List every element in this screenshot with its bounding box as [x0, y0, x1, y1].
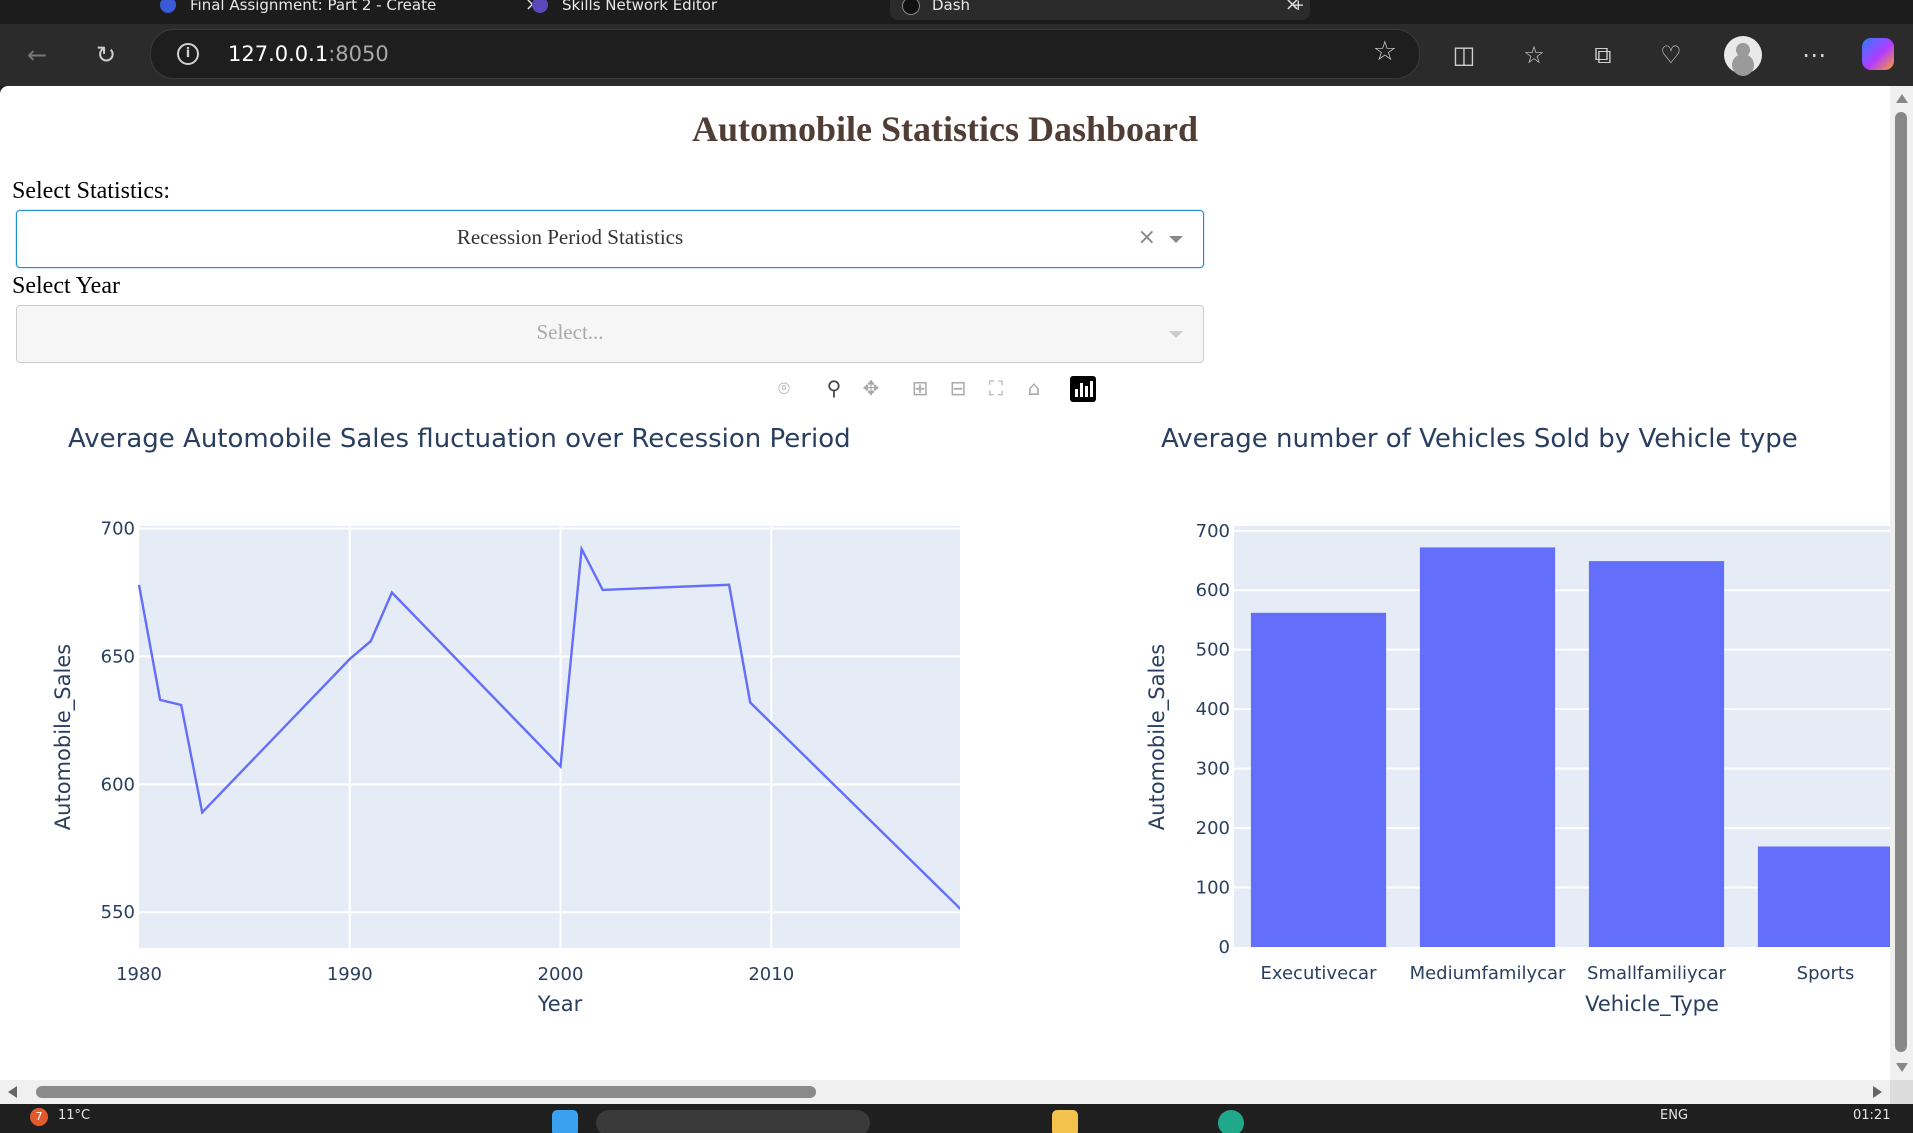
refresh-icon[interactable]: ↻: [95, 41, 117, 69]
taskbar: 7 11°C ENG 01:21: [0, 1104, 1913, 1133]
x-tick-label: 1990: [327, 964, 373, 985]
tab-strip: Final Assignment: Part 2 - Create × Skil…: [0, 0, 1913, 24]
x-tick-label: Smallfamiliycar: [1587, 963, 1726, 984]
y-axis-title: Automobile_Sales: [1145, 644, 1170, 830]
scrollbar-corner: [1890, 1080, 1913, 1104]
copilot-icon[interactable]: [1862, 38, 1894, 70]
zoom-in-icon[interactable]: ⊞: [911, 376, 929, 400]
browser-toolbar: ← ↻ i 127.0.0.1:8050 ☆ ◫ ☆ ⧉ ♡ ⋯: [0, 24, 1913, 86]
y-tick-label: 500: [1196, 640, 1230, 661]
tab-favicon-icon: [532, 0, 548, 13]
close-icon[interactable]: ×: [1284, 0, 1300, 15]
scroll-thumb[interactable]: [36, 1086, 816, 1098]
address-bar[interactable]: i 127.0.0.1:8050 ☆: [150, 29, 1420, 79]
weather-icon[interactable]: 7: [30, 1108, 48, 1126]
new-tab-button[interactable]: +: [1292, 0, 1305, 14]
favorites-icon[interactable]: ☆: [1523, 41, 1545, 69]
scroll-right-icon[interactable]: [1873, 1086, 1882, 1098]
y-tick-label: 0: [1219, 937, 1230, 958]
tab-assignment[interactable]: Final Assignment: Part 2 - Create ×: [148, 0, 550, 20]
url-text: 127.0.0.1:8050: [228, 42, 389, 66]
x-tick-label: 2000: [538, 964, 584, 985]
tab-skills-editor[interactable]: Skills Network Editor ×: [520, 0, 922, 20]
bar-mediumfamilycar[interactable]: [1419, 547, 1556, 947]
bar-chart-title: Average number of Vehicles Sold by Vehic…: [1161, 424, 1798, 454]
search-box[interactable]: [596, 1110, 870, 1133]
bar-executivecar[interactable]: [1250, 612, 1387, 947]
year-dropdown[interactable]: Select...: [16, 305, 1204, 363]
clock-time[interactable]: 01:21: [1853, 1108, 1891, 1123]
reset-axes-home-icon[interactable]: ⌂: [1027, 376, 1041, 400]
back-arrow-icon[interactable]: ←: [26, 41, 48, 69]
y-tick-label: 200: [1196, 818, 1230, 839]
scroll-thumb[interactable]: [1895, 112, 1907, 1052]
chevron-down-icon[interactable]: [1169, 236, 1183, 243]
y-tick-label: 600: [101, 774, 135, 795]
edge-icon[interactable]: [1218, 1110, 1244, 1133]
scroll-left-icon[interactable]: [8, 1086, 17, 1098]
x-tick-label: 1980: [116, 964, 162, 985]
clear-icon[interactable]: ×: [1137, 225, 1156, 250]
scroll-down-icon[interactable]: [1896, 1063, 1908, 1072]
profile-avatar[interactable]: [1724, 36, 1762, 74]
site-info-icon[interactable]: i: [177, 43, 199, 65]
plotly-logo-icon[interactable]: [1070, 376, 1096, 402]
tab-title: Skills Network Editor: [562, 0, 718, 14]
tab-dash[interactable]: Dash ×: [890, 0, 1310, 20]
year-dropdown-placeholder: Select...: [536, 320, 604, 344]
x-tick-label: 2010: [748, 964, 794, 985]
tab-title: Dash: [932, 0, 971, 14]
line-chart[interactable]: Average Automobile Sales fluctuation ove…: [0, 86, 960, 1080]
file-explorer-icon[interactable]: [1052, 1110, 1078, 1133]
tab-title: Final Assignment: Part 2 - Create: [190, 0, 437, 14]
zoom-icon[interactable]: ⚲: [826, 376, 842, 400]
x-axis-title: Year: [537, 992, 583, 1016]
series-line[interactable]: [137, 544, 960, 930]
y-tick-label: 300: [1196, 759, 1230, 780]
x-tick-label: Executivecar: [1261, 963, 1378, 984]
chevron-down-icon[interactable]: [1169, 331, 1183, 338]
statistics-dropdown-value: Recession Period Statistics: [456, 225, 684, 249]
page-viewport: Automobile Statistics Dashboard Select S…: [0, 86, 1890, 1080]
select-year-label: Select Year: [12, 273, 120, 299]
x-tick-label: Sports: [1797, 963, 1855, 984]
more-options-icon[interactable]: ⋯: [1802, 41, 1826, 69]
bar-chart[interactable]: Average number of Vehicles Sold by Vehic…: [0, 86, 1890, 1080]
weather-temperature[interactable]: 11°C: [58, 1108, 91, 1123]
y-tick-label: 650: [101, 646, 135, 667]
x-axis-title: Vehicle_Type: [1585, 992, 1719, 1017]
pan-icon[interactable]: ✥: [862, 376, 880, 400]
y-tick-label: 100: [1196, 878, 1230, 899]
y-tick-label: 400: [1196, 699, 1230, 720]
language-indicator[interactable]: ENG: [1660, 1108, 1689, 1123]
x-tick-label: Mediumfamilycar: [1410, 963, 1566, 984]
y-tick-label: 600: [1196, 580, 1230, 601]
select-statistics-label: Select Statistics:: [12, 178, 170, 204]
tab-favicon-icon: [902, 0, 920, 15]
zoom-out-icon[interactable]: ⊟: [949, 376, 967, 400]
autoscale-icon[interactable]: ⛶: [989, 376, 1003, 400]
page-title: Automobile Statistics Dashboard: [691, 109, 1199, 149]
y-tick-label: 700: [1196, 521, 1230, 542]
bar-sports[interactable]: [1757, 846, 1890, 947]
browser-essentials-icon[interactable]: ♡: [1660, 41, 1682, 69]
windows-start-icon[interactable]: [552, 1110, 578, 1133]
bar-smallfamiliycar[interactable]: [1588, 561, 1725, 947]
camera-icon[interactable]: ⌾: [778, 376, 790, 400]
y-tick-label: 550: [101, 902, 135, 923]
scroll-up-icon[interactable]: [1896, 94, 1908, 103]
split-screen-icon[interactable]: ◫: [1452, 41, 1476, 69]
y-axis-title: Automobile_Sales: [51, 644, 76, 830]
tab-favicon-icon: [160, 0, 176, 13]
collections-icon[interactable]: ⧉: [1594, 41, 1612, 69]
favorite-star-icon[interactable]: ☆: [1372, 36, 1397, 67]
line-chart-title: Average Automobile Sales fluctuation ove…: [68, 424, 851, 454]
y-tick-label: 700: [101, 519, 135, 540]
vertical-scrollbar[interactable]: [1890, 86, 1913, 1080]
statistics-dropdown[interactable]: Recession Period Statistics ×: [16, 210, 1204, 268]
x-tick-label: 2020: [959, 964, 960, 985]
horizontal-scrollbar[interactable]: [0, 1080, 1890, 1104]
